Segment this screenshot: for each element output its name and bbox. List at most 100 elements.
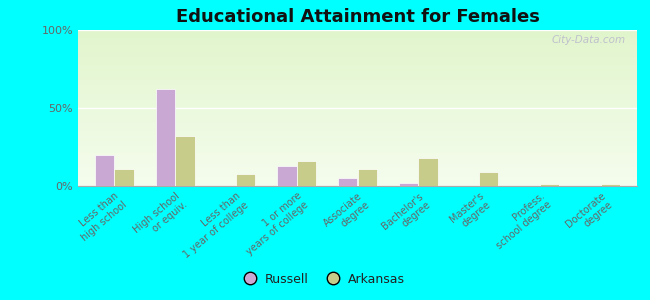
Bar	[78, 33, 637, 34]
Bar	[78, 123, 637, 124]
Bar	[78, 45, 637, 46]
Bar	[78, 102, 637, 103]
Bar	[78, 145, 637, 146]
Bar	[78, 37, 637, 38]
Bar	[78, 90, 637, 91]
Bar	[156, 89, 176, 186]
Title: Educational Attainment for Females: Educational Attainment for Females	[176, 8, 540, 26]
Bar	[358, 169, 377, 186]
Bar	[78, 79, 637, 80]
Bar	[78, 65, 637, 66]
Bar	[78, 152, 637, 153]
Bar	[78, 32, 637, 33]
Bar	[78, 138, 637, 139]
Bar	[78, 85, 637, 86]
Bar	[78, 60, 637, 61]
Bar	[78, 121, 637, 122]
Bar	[78, 67, 637, 68]
Bar	[78, 134, 637, 135]
Bar	[78, 41, 637, 42]
Bar	[78, 83, 637, 84]
Bar	[78, 156, 637, 157]
Bar	[78, 51, 637, 52]
Bar	[78, 53, 637, 54]
Bar	[540, 184, 559, 186]
Bar	[78, 176, 637, 177]
Bar	[78, 177, 637, 178]
Bar	[78, 78, 637, 79]
Bar	[78, 164, 637, 165]
Bar	[78, 75, 637, 76]
Bar	[78, 97, 637, 98]
Bar	[78, 122, 637, 123]
Bar	[78, 105, 637, 106]
Bar	[78, 136, 637, 137]
Bar	[78, 170, 637, 171]
Bar	[78, 34, 637, 35]
Bar	[78, 149, 637, 150]
Bar	[78, 162, 637, 163]
Bar	[78, 144, 637, 145]
Bar	[78, 133, 637, 134]
Bar	[78, 161, 637, 162]
Bar	[78, 31, 637, 32]
Bar	[78, 175, 637, 176]
Bar	[78, 108, 637, 109]
Bar	[479, 172, 499, 186]
Bar	[78, 106, 637, 107]
Bar	[78, 168, 637, 169]
Bar	[78, 130, 637, 131]
Bar	[78, 50, 637, 51]
Bar	[78, 124, 637, 125]
Bar	[78, 137, 637, 138]
Bar	[399, 183, 418, 186]
Bar	[297, 161, 316, 186]
Bar	[78, 132, 637, 133]
Bar	[78, 146, 637, 147]
Bar	[78, 118, 637, 119]
Bar	[236, 173, 255, 186]
Bar	[78, 81, 637, 82]
Bar	[78, 66, 637, 67]
Bar	[78, 38, 637, 39]
Bar	[78, 73, 637, 74]
Bar	[601, 184, 620, 186]
Bar	[78, 89, 637, 90]
Bar	[78, 172, 637, 173]
Bar	[78, 181, 637, 182]
Bar	[78, 93, 637, 94]
Bar	[78, 173, 637, 174]
Bar	[78, 165, 637, 166]
Bar	[78, 115, 637, 116]
Bar	[78, 49, 637, 50]
Bar	[78, 39, 637, 40]
Bar	[78, 94, 637, 95]
Bar	[78, 85, 637, 86]
Bar	[78, 82, 637, 83]
Bar	[338, 178, 358, 186]
Bar	[78, 98, 637, 99]
Bar	[78, 174, 637, 175]
Bar	[78, 103, 637, 104]
Bar	[78, 183, 637, 184]
Bar	[78, 72, 637, 73]
Bar	[78, 128, 637, 129]
Bar	[78, 117, 637, 118]
Bar	[78, 169, 637, 170]
Bar	[78, 55, 637, 56]
Bar	[78, 158, 637, 159]
Bar	[78, 99, 637, 100]
Bar	[78, 126, 637, 127]
Bar	[78, 180, 637, 181]
Bar	[78, 76, 637, 77]
Bar	[78, 160, 637, 161]
Bar	[78, 40, 637, 41]
Bar	[78, 80, 637, 81]
Bar	[78, 54, 637, 55]
Bar	[78, 69, 637, 70]
Bar	[78, 167, 637, 168]
Bar	[78, 92, 637, 93]
Bar	[78, 48, 637, 49]
Bar	[78, 159, 637, 160]
Bar	[78, 64, 637, 65]
